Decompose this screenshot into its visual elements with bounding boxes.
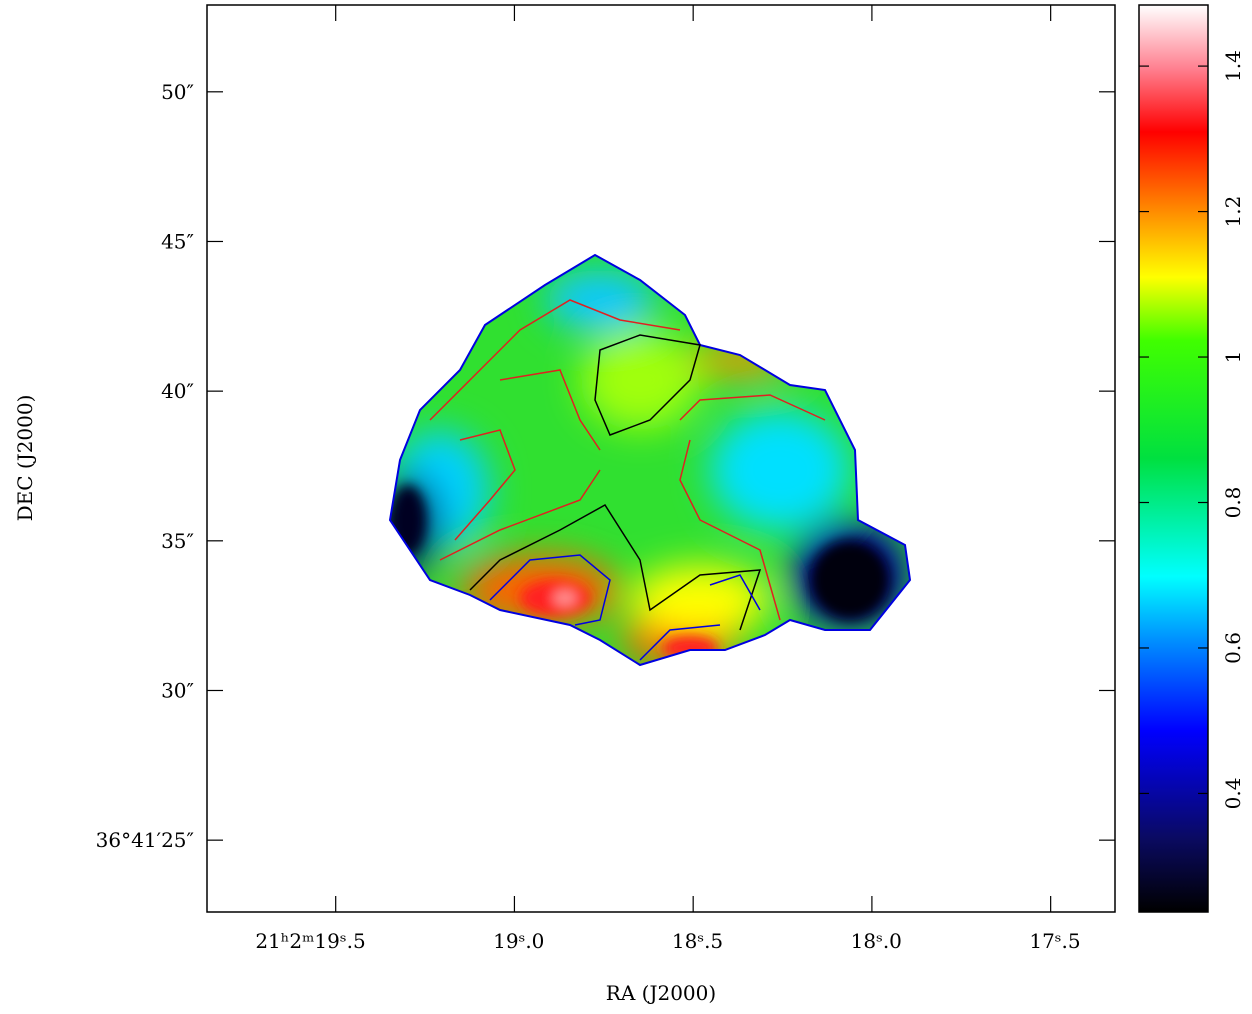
contour-red (429, 299, 826, 621)
plot-frame (206, 4, 1116, 913)
colorbar-tick-label: 1.2 (1221, 196, 1245, 228)
y-tick-label: 45″ (161, 229, 194, 253)
colorbar-tick-label: 0.6 (1221, 632, 1245, 664)
y-tick-label: 30″ (161, 678, 194, 702)
y-axis-label: DEC (J2000) (13, 395, 37, 522)
contour-black (594, 334, 701, 436)
y-tick-label: 40″ (161, 379, 194, 403)
y-tick-label: 35″ (161, 529, 194, 553)
x-tick-label: 18ˢ.0 (851, 929, 902, 953)
colorbar-frame (1138, 4, 1209, 913)
x-axis-label: RA (J2000) (606, 981, 716, 1005)
y-tick-label: 36°41′25″ (96, 828, 194, 852)
image (388, 253, 912, 667)
colorbar-tick-label: 1 (1221, 351, 1245, 364)
contour-blue (489, 554, 761, 661)
colorbar-tick-label: 0.4 (1221, 778, 1245, 810)
x-tick-label: 17ˢ.5 (1029, 929, 1080, 953)
x-tick-label: 19ˢ.0 (493, 929, 544, 953)
contour-outline (388, 253, 912, 667)
x-tick-label: 21ʰ2ᵐ19ˢ.5 (255, 929, 365, 953)
colorbar (1139, 5, 1208, 912)
colorbar-tick-label: 1.4 (1221, 50, 1245, 82)
colorbar-tick-label: 0.8 (1221, 487, 1245, 519)
contour-black (469, 504, 762, 631)
x-tick-label: 18ˢ.5 (672, 929, 723, 953)
y-tick-label: 50″ (161, 80, 194, 104)
